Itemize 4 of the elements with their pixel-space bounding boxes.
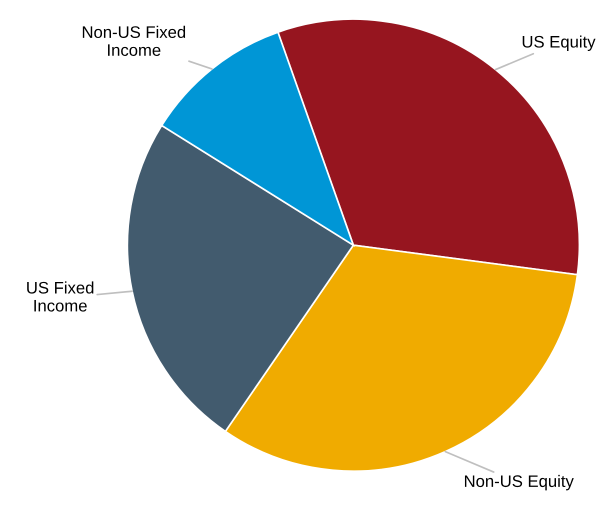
slice-label: US Equity	[522, 35, 596, 51]
slice-label: Non-US Fixed Income	[82, 26, 186, 56]
slice-label: Non-US Equity	[464, 474, 574, 490]
slice-label: US Fixed Income	[27, 281, 94, 312]
